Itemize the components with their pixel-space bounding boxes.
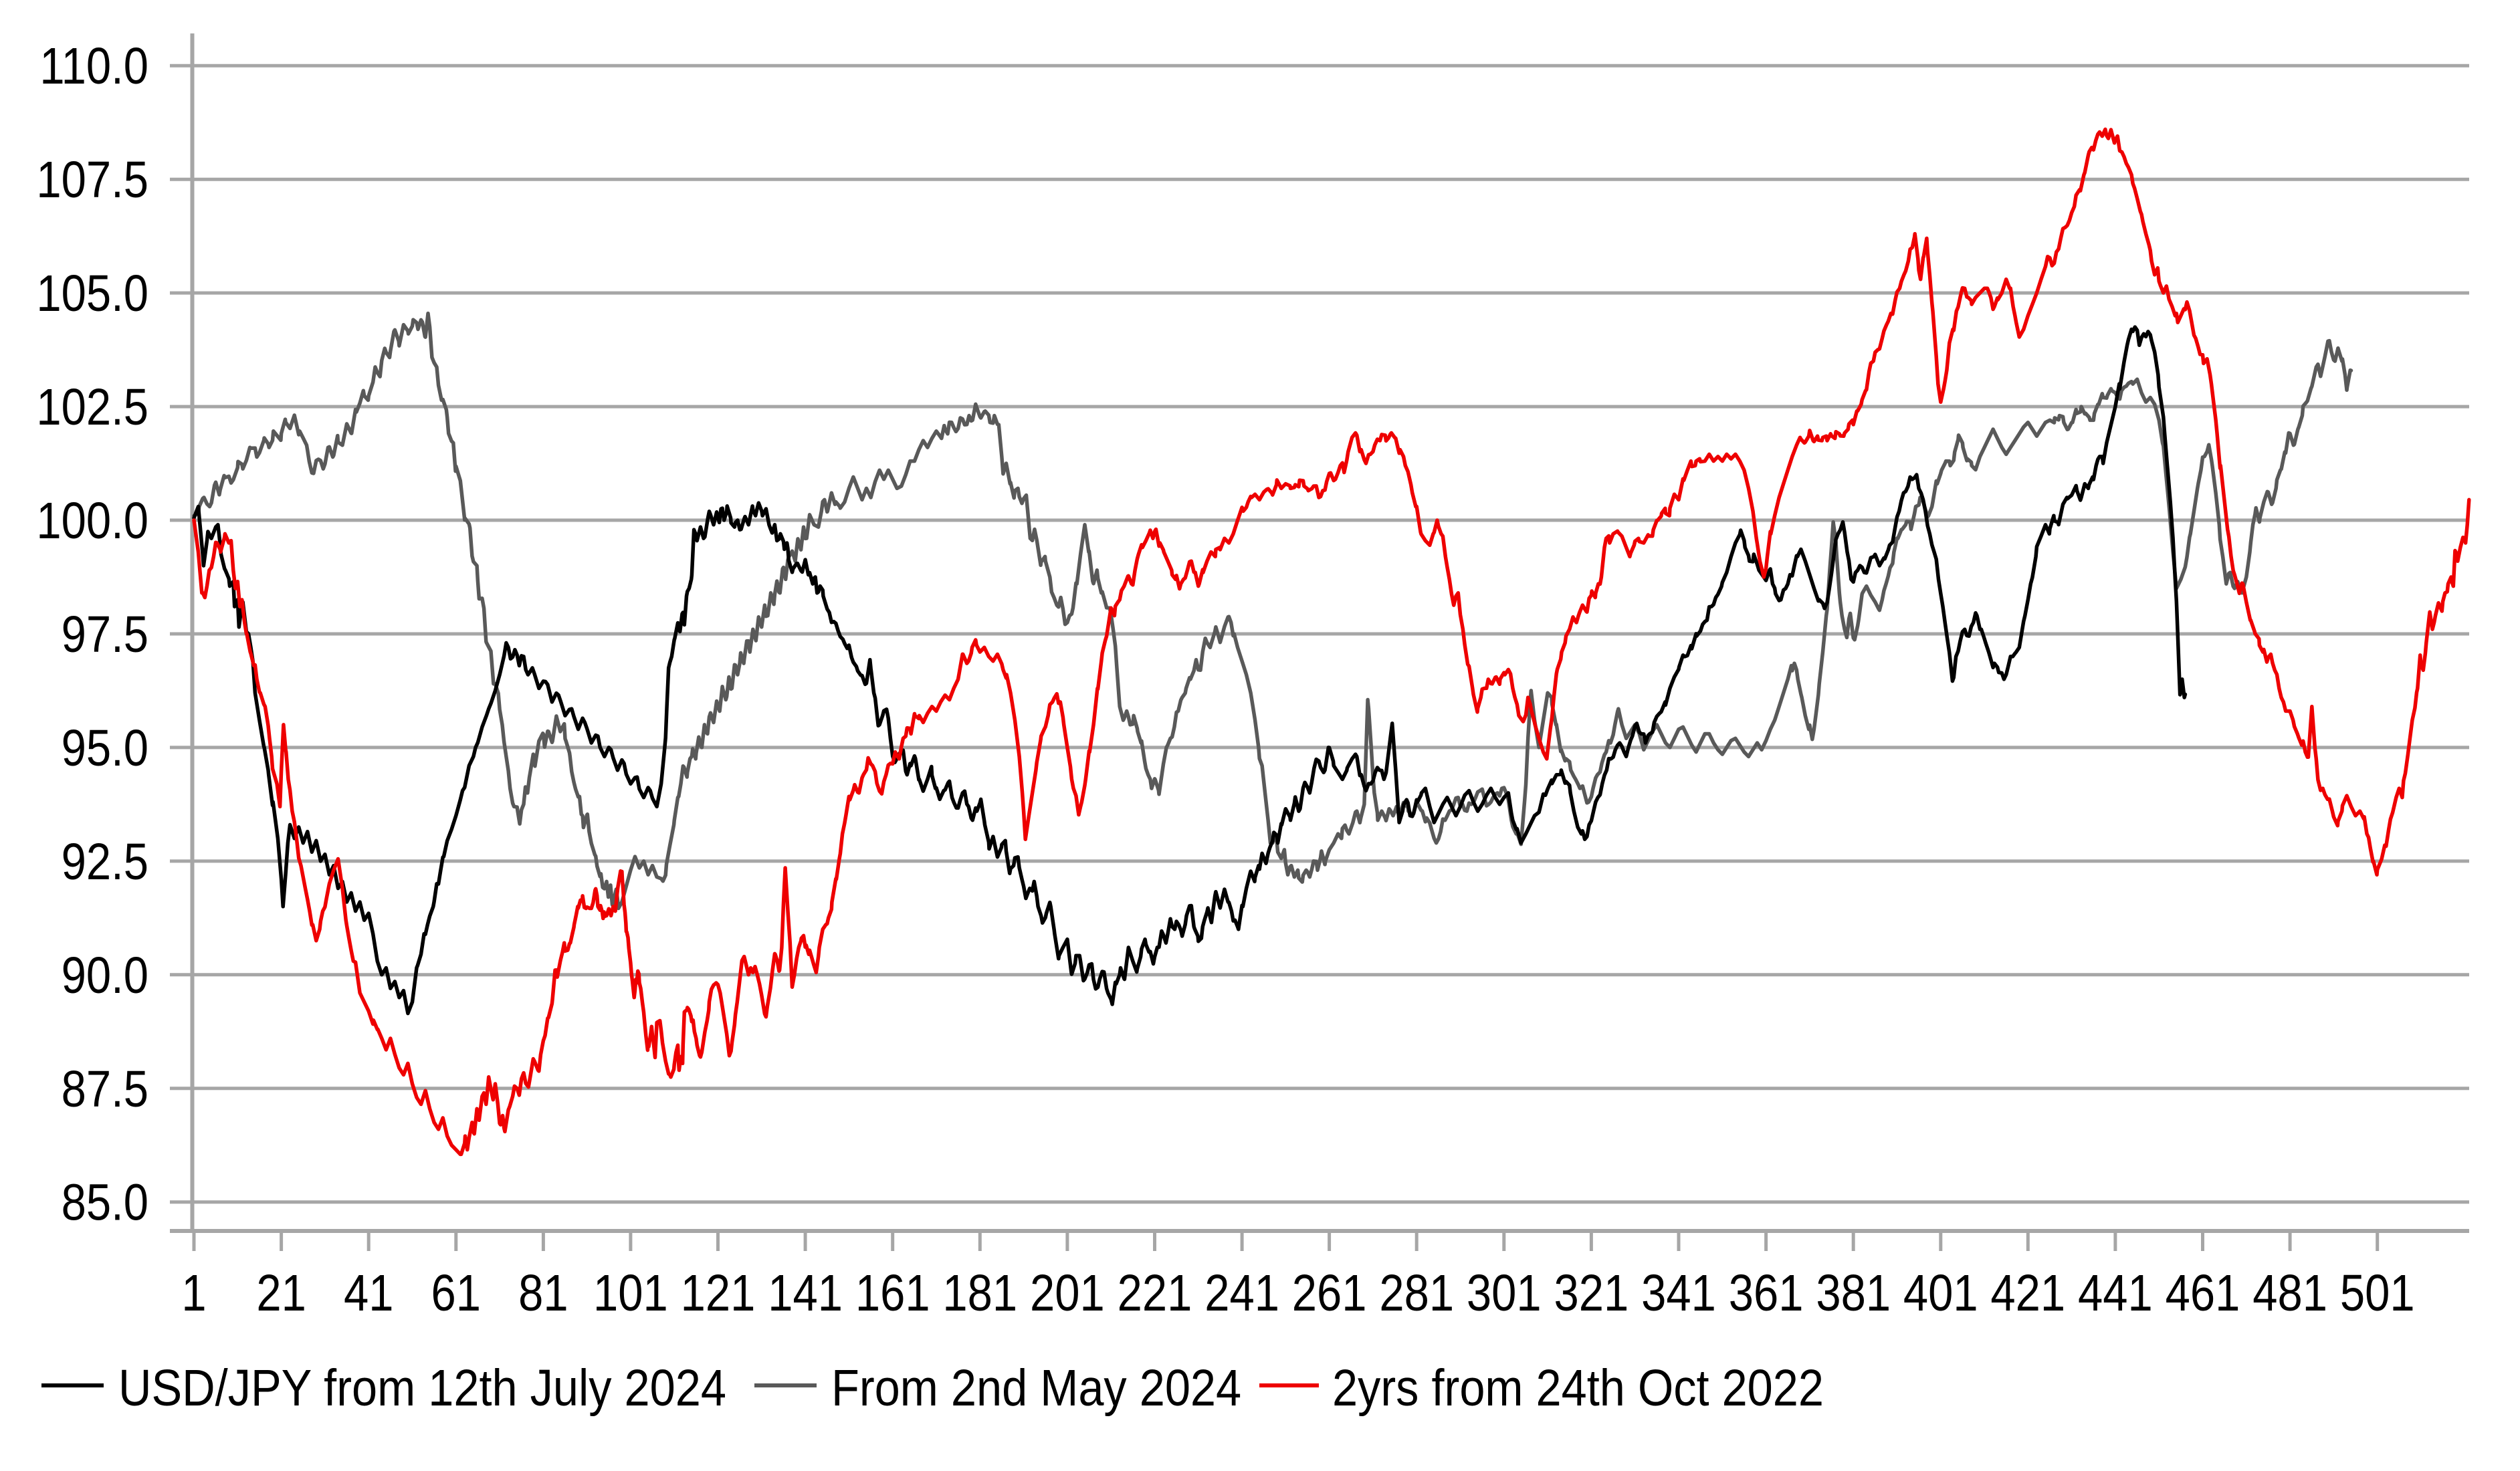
svg-text:241: 241	[1204, 1265, 1279, 1322]
svg-text:341: 341	[1641, 1265, 1716, 1322]
svg-text:97.5: 97.5	[62, 606, 148, 663]
svg-text:87.5: 87.5	[62, 1061, 148, 1118]
svg-text:501: 501	[2340, 1265, 2415, 1322]
svg-text:421: 421	[1990, 1265, 2065, 1322]
svg-text:41: 41	[344, 1265, 394, 1322]
svg-text:381: 381	[1816, 1265, 1891, 1322]
svg-text:61: 61	[431, 1265, 482, 1322]
svg-text:2yrs from 24th Oct 2022: 2yrs from 24th Oct 2022	[1332, 1359, 1824, 1417]
svg-text:161: 161	[855, 1265, 930, 1322]
svg-text:100.0: 100.0	[36, 493, 148, 550]
svg-text:141: 141	[768, 1265, 843, 1322]
svg-text:181: 181	[942, 1265, 1017, 1322]
svg-text:81: 81	[518, 1265, 568, 1322]
svg-text:401: 401	[1903, 1265, 1978, 1322]
svg-text:107.5: 107.5	[36, 152, 148, 209]
svg-text:121: 121	[681, 1265, 756, 1322]
svg-text:201: 201	[1030, 1265, 1105, 1322]
svg-text:95.0: 95.0	[62, 720, 148, 777]
svg-text:105.0: 105.0	[36, 265, 148, 322]
svg-text:101: 101	[593, 1265, 668, 1322]
svg-text:481: 481	[2252, 1265, 2327, 1322]
svg-text:USD/JPY from 12th July 2024: USD/JPY from 12th July 2024	[118, 1359, 726, 1417]
svg-text:281: 281	[1379, 1265, 1454, 1322]
svg-text:110.0: 110.0	[39, 38, 148, 95]
svg-text:461: 461	[2166, 1265, 2240, 1322]
svg-text:85.0: 85.0	[62, 1174, 148, 1231]
svg-text:301: 301	[1467, 1265, 1542, 1322]
svg-text:102.5: 102.5	[36, 379, 148, 436]
svg-text:92.5: 92.5	[62, 834, 148, 891]
svg-text:361: 361	[1729, 1265, 1804, 1322]
svg-text:From 2nd May 2024: From 2nd May 2024	[831, 1359, 1241, 1417]
svg-text:21: 21	[256, 1265, 306, 1322]
svg-text:261: 261	[1292, 1265, 1367, 1322]
svg-text:221: 221	[1118, 1265, 1192, 1322]
svg-text:441: 441	[2078, 1265, 2153, 1322]
svg-text:90.0: 90.0	[62, 947, 148, 1004]
svg-text:1: 1	[181, 1265, 206, 1322]
svg-text:321: 321	[1554, 1265, 1629, 1322]
